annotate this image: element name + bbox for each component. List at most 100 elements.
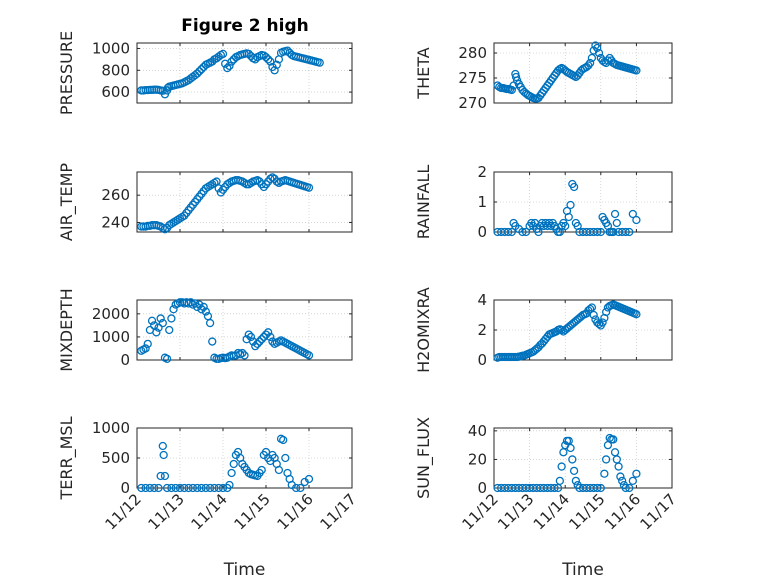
mixdepth-point: [246, 332, 256, 342]
rainfall-point: [628, 209, 637, 219]
mixdepth-ytick-label: 0: [120, 351, 130, 369]
air_temp-point: [304, 183, 314, 192]
air_temp-ylabel: AIR_TEMP: [57, 163, 77, 241]
pressure-point: [195, 67, 204, 76]
mixdepth-ytick-label: 1000: [92, 328, 130, 346]
sun_flux-xtick-label: 11/16: [601, 490, 644, 533]
rainfall-point: [610, 209, 620, 219]
pressure-axes-box: [136, 42, 353, 104]
h2omixra-ytick-label: 0: [477, 351, 487, 369]
pressure-ytick-label: 800: [101, 61, 130, 79]
sun_flux-point: [610, 448, 620, 457]
sun_flux-point: [618, 476, 627, 486]
h2omixra-point: [601, 307, 611, 317]
rainfall-point: [507, 227, 516, 237]
sun_flux-point: [621, 483, 630, 493]
panel-sun_flux: 02040SUN_FLUX11/1211/1311/1411/1511/1611…: [414, 417, 680, 580]
theta-point: [593, 43, 602, 53]
mixdepth-point: [238, 348, 247, 358]
sun_flux-point: [559, 448, 568, 457]
sun_flux-ylabel: SUN_FLUX: [414, 417, 434, 499]
h2omixra-point: [589, 310, 598, 320]
terr_msl-point: [150, 483, 159, 493]
terr_msl-point: [154, 483, 163, 493]
theta-point: [511, 72, 521, 82]
panel-rainfall: 0 1 2 RAINFALL: [414, 163, 673, 241]
air_temp-ytick-label: 260: [101, 186, 130, 204]
rainfall-point: [561, 221, 570, 231]
terr_msl-point: [279, 435, 288, 445]
terr_msl-point: [158, 441, 167, 451]
rainfall-point: [518, 227, 527, 237]
theta-ylabel: THETA: [414, 47, 433, 99]
panel-mixdepth: 0 1000 2000 MIXDEPTH: [57, 288, 353, 372]
terr_msl-ylabel: TERR_MSL: [57, 416, 77, 500]
mixdepth-point: [255, 337, 264, 346]
figure-title: Figure 2 high: [181, 16, 309, 36]
theta-point: [632, 66, 641, 75]
terr_msl-xtick-label: 11/14: [188, 490, 231, 533]
sun_flux-point: [625, 483, 634, 493]
pressure-point: [225, 61, 234, 71]
rainfall-point: [621, 227, 630, 237]
h2omixra-point: [585, 304, 595, 314]
mixdepth-point: [152, 328, 161, 337]
terr_msl-point: [304, 474, 314, 484]
rainfall-point: [566, 200, 575, 210]
rainfall-ytick-label: 0: [477, 223, 487, 241]
terr_msl-point: [214, 483, 223, 493]
rainfall-point: [504, 227, 513, 237]
terr_msl-point: [145, 483, 155, 493]
terr_msl-point: [218, 483, 228, 493]
sun_flux-point: [569, 466, 579, 476]
h2omixra-point: [598, 318, 607, 327]
mixdepth-point: [154, 323, 163, 332]
mixdepth-point: [251, 342, 260, 351]
terr_msl-point: [175, 483, 185, 493]
mixdepth-point: [257, 335, 266, 344]
sun_flux-xtick-label: 11/14: [530, 490, 573, 533]
terr_msl-point: [184, 483, 193, 493]
mixdepth-ylabel: MIXDEPTH: [57, 288, 76, 371]
sun_flux-point: [609, 435, 618, 444]
sun_flux-xtick-label: 11/13: [494, 490, 537, 533]
sun_flux-point: [566, 443, 575, 453]
sun_flux-ytick-label: 0: [477, 479, 487, 497]
pressure-point: [266, 57, 275, 66]
pressure-point: [270, 66, 279, 75]
mixdepth-axes-box: [136, 299, 353, 361]
pressure-point: [214, 52, 223, 61]
pressure-point: [193, 69, 202, 78]
mixdepth-point: [167, 314, 176, 323]
terr_msl-axes-box: [136, 427, 353, 489]
air_temp-ytick-label: 240: [101, 213, 130, 231]
sun_flux-point: [568, 455, 577, 464]
theta-ytick-label: 280: [458, 44, 487, 62]
terr_msl-point: [291, 483, 301, 493]
rainfall-ytick-label: 2: [477, 163, 487, 181]
pressure-point: [283, 46, 292, 55]
pressure-point: [197, 65, 206, 74]
pressure-point: [244, 49, 253, 59]
mixdepth-point: [156, 314, 165, 323]
rainfall-point: [609, 227, 618, 237]
terr_msl-xlabel: Time: [223, 560, 266, 580]
mixdepth-point: [199, 302, 208, 312]
rainfall-point: [593, 227, 602, 237]
terr_msl-point: [160, 471, 170, 481]
rainfall-point: [569, 182, 579, 192]
h2omixra-point: [632, 310, 641, 319]
pressure-ytick-label: 600: [101, 83, 130, 101]
panel-pressure: 600 800 1000 PRESSURE: [57, 31, 353, 115]
terr_msl-point: [141, 483, 150, 493]
sun_flux-point: [550, 483, 559, 493]
rainfall-point: [521, 227, 531, 237]
theta-point: [507, 85, 516, 95]
mixdepth-point: [141, 344, 150, 353]
air_temp-axes-box: [136, 171, 353, 233]
mixdepth-point: [165, 325, 174, 335]
mixdepth-point: [208, 337, 217, 346]
mixdepth-point: [244, 330, 253, 339]
rainfall-ytick-label: 1: [477, 193, 487, 211]
